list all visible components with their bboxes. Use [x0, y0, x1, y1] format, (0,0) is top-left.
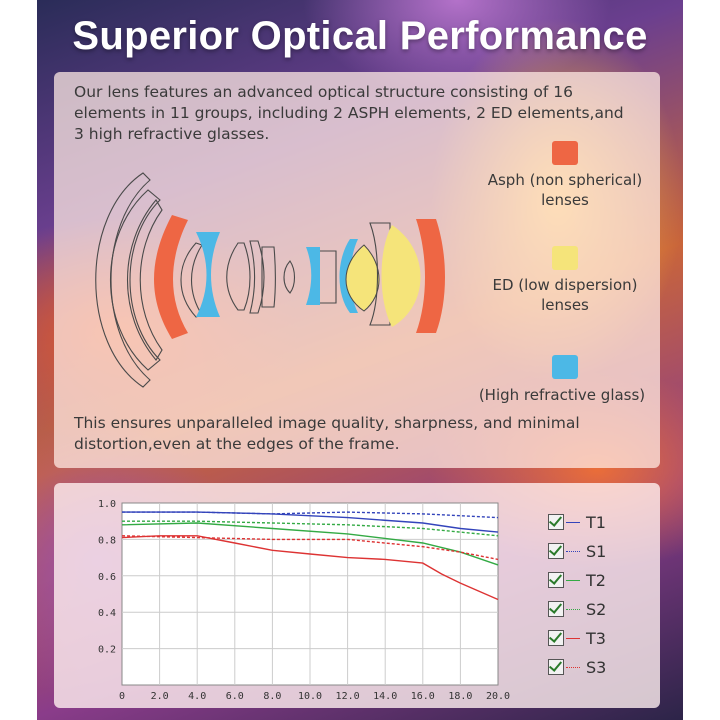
x-tick-label: 8.0 — [263, 691, 281, 702]
series-line-t2 — [121, 522, 499, 566]
legend-line-sample — [566, 579, 580, 581]
checkbox-icon[interactable] — [548, 659, 564, 675]
legend-line-sample — [566, 608, 580, 610]
x-tick-label: 2.0 — [151, 691, 169, 702]
x-tick-label: 20.0 — [486, 691, 510, 702]
grid-lines — [122, 503, 498, 685]
legend-asph: Asph (non spherical) lenses — [470, 170, 660, 210]
page-title: Superior Optical Performance — [72, 14, 648, 58]
legend-row-s3[interactable]: S3 — [548, 656, 606, 678]
x-tick-label: 10.0 — [298, 691, 322, 702]
lens-element-4 — [180, 242, 203, 318]
x-tick-label: 18.0 — [448, 691, 472, 702]
lens-element-front-1 — [95, 172, 151, 388]
legend-high-refractive: (High refractive glass) — [462, 385, 662, 405]
series-line-s3 — [121, 535, 499, 561]
asph-swatch — [552, 141, 578, 165]
legend-label: T2 — [586, 570, 606, 590]
summary-text: This ensures unparalleled image quality,… — [74, 414, 580, 453]
y-tick-label: 0.2 — [98, 645, 116, 656]
ed-swatch — [552, 246, 578, 270]
series-line-s1 — [122, 511, 499, 519]
checkbox-icon[interactable] — [548, 630, 564, 646]
ed-element-1 — [345, 244, 380, 312]
legend-row-s2[interactable]: S2 — [548, 598, 606, 620]
lens-element-7 — [261, 246, 277, 308]
legend-asph-line2: lenses — [541, 191, 589, 209]
legend-line-sample — [566, 550, 580, 552]
tick-labels: 0 2.0 4.0 6.0 8.0 10.0 12.0 14.0 16.0 18.0 20.0 0.2… — [98, 499, 510, 702]
asph-element-1 — [154, 215, 188, 339]
y-tick-label: 0.4 — [98, 608, 116, 619]
lens-element-8 — [283, 260, 296, 294]
high-refractive-element-2 — [306, 247, 320, 305]
x-tick-label: 16.0 — [411, 691, 435, 702]
series-line-t3 — [121, 535, 499, 601]
lens-element-9 — [317, 250, 337, 304]
asph-element-2 — [416, 219, 445, 333]
y-tick-label: 0.8 — [98, 535, 116, 546]
x-tick-label: 0 — [119, 691, 125, 702]
legend-label: S1 — [586, 541, 607, 561]
checkbox-icon[interactable] — [548, 514, 564, 530]
legend-ed-line1: ED (low dispersion) — [492, 276, 638, 294]
series-lines — [121, 511, 499, 601]
lens-element-5 — [226, 242, 251, 311]
legend-line-sample — [566, 521, 580, 523]
legend-label: T1 — [586, 512, 606, 532]
lens-element-10 — [369, 222, 391, 326]
legend-label: T3 — [586, 628, 606, 648]
y-tick-label: 0.6 — [98, 572, 116, 583]
legend-ed-line2: lenses — [541, 296, 589, 314]
lens-element-front-2 — [110, 189, 161, 371]
lens-diagram — [95, 172, 445, 388]
high-refractive-swatch — [552, 355, 578, 379]
legend-row-t3[interactable]: T3 — [548, 627, 606, 649]
checkbox-icon[interactable] — [548, 601, 564, 617]
mtf-chart: 0 2.0 4.0 6.0 8.0 10.0 12.0 14.0 16.0 18.0 20.0 0.2… — [98, 499, 510, 702]
legend-row-t2[interactable]: T2 — [548, 569, 606, 591]
legend-line-sample — [566, 666, 580, 668]
checkbox-icon[interactable] — [548, 543, 564, 559]
x-tick-label: 14.0 — [373, 691, 397, 702]
ed-element-2 — [381, 225, 421, 327]
x-tick-label: 4.0 — [188, 691, 206, 702]
legend-label: S3 — [586, 657, 607, 677]
x-tick-label: 12.0 — [336, 691, 360, 702]
legend-ed: ED (low dispersion) lenses — [470, 275, 660, 315]
legend-row-s1[interactable]: S1 — [548, 540, 606, 562]
lens-element-front-3 — [126, 199, 163, 361]
high-refractive-element-1 — [196, 232, 220, 317]
checkbox-icon[interactable] — [548, 572, 564, 588]
y-tick-label: 1.0 — [98, 499, 116, 510]
series-line-s2 — [122, 520, 499, 537]
legend-row-t1[interactable]: T1 — [548, 511, 606, 533]
legend-label: S2 — [586, 599, 607, 619]
intro-text: Our lens features an advanced optical st… — [74, 83, 624, 143]
legend-line-sample — [566, 637, 580, 639]
x-tick-label: 6.0 — [226, 691, 244, 702]
legend-asph-line1: Asph (non spherical) — [487, 171, 643, 189]
legend-high-refractive-line1: (High refractive glass) — [478, 386, 646, 404]
